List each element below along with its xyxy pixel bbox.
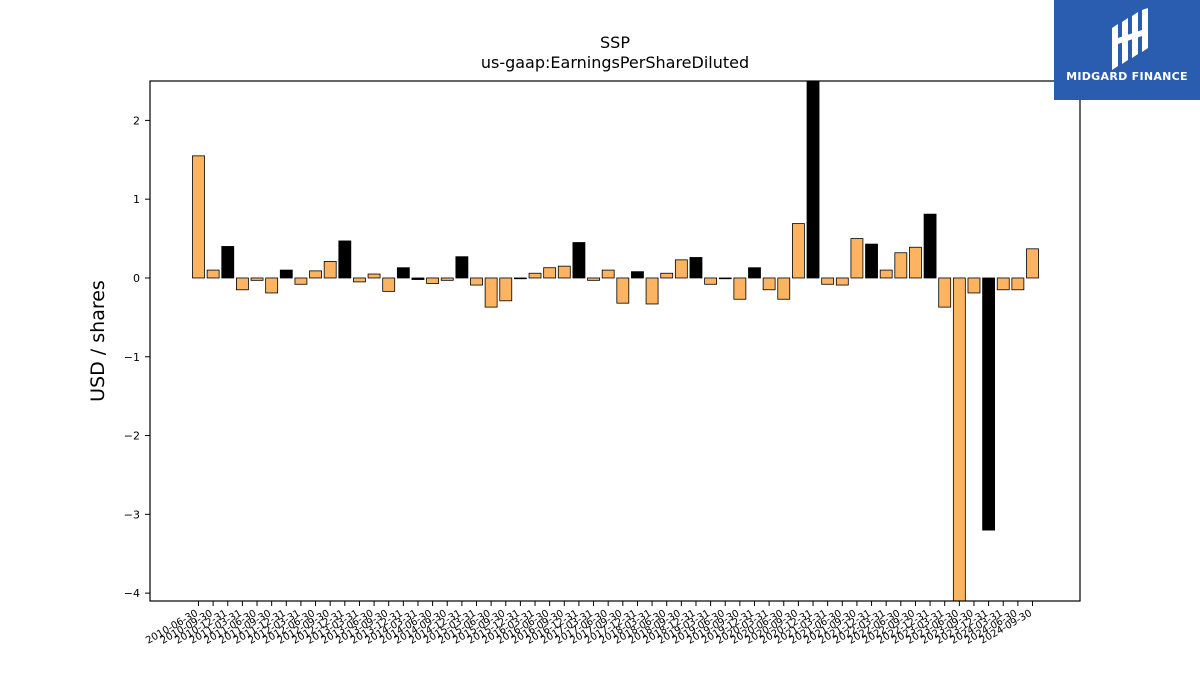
midgard-logo-icon: [1112, 8, 1148, 70]
bar: [470, 277, 483, 286]
bar: [645, 277, 659, 305]
bar: [440, 277, 454, 281]
bar: [616, 277, 630, 304]
y-tick-label: 2: [133, 114, 140, 127]
chart-subtitle: us-gaap:EarningsPerShareDiluted: [481, 53, 749, 72]
bar: [396, 267, 410, 279]
bar: [879, 269, 893, 279]
bar: [762, 277, 776, 291]
bar: [748, 267, 761, 279]
bar: [338, 240, 352, 279]
bar: [777, 277, 791, 300]
bar: [952, 277, 966, 602]
bar: [528, 272, 542, 279]
y-tick-label: −4: [124, 587, 140, 600]
bar: [265, 277, 279, 294]
bar: [967, 277, 981, 294]
y-tick-label: −3: [124, 508, 140, 521]
bar: [909, 246, 922, 279]
bar: [1011, 277, 1025, 291]
logo-brand-text: MIDGARD FINANCE: [1066, 70, 1188, 83]
bar: [499, 277, 513, 302]
chart-title: SSP: [600, 33, 630, 52]
bar: [353, 277, 366, 283]
y-tick-label: −2: [124, 430, 140, 443]
bar: [235, 277, 249, 291]
bar: [484, 277, 498, 308]
bar: [806, 80, 820, 279]
bar: [543, 267, 557, 279]
bar: [192, 155, 205, 279]
bar: [1026, 248, 1039, 279]
bar: [660, 272, 674, 279]
bar: [674, 259, 688, 279]
y-axis: 2 1 0 −1 −2 −3 −4: [124, 114, 150, 600]
bar: [426, 277, 440, 284]
bar: [631, 271, 644, 279]
bar: [894, 252, 908, 279]
y-axis-label: USD / shares: [87, 280, 109, 402]
bar: [704, 277, 718, 285]
bar: [792, 223, 805, 279]
bar: [367, 273, 381, 279]
plot-frame: [149, 80, 1081, 602]
bar: [382, 277, 396, 292]
bar: [514, 277, 527, 280]
bars-layer: [192, 80, 1039, 602]
bar: [601, 269, 615, 279]
bar: [996, 277, 1010, 291]
bar: [982, 277, 996, 531]
bar: [718, 277, 732, 280]
y-tick-label: 1: [133, 193, 140, 206]
bar: [923, 213, 937, 279]
bar: [938, 277, 952, 308]
bar: [294, 277, 308, 285]
bar: [411, 277, 425, 280]
bar: [309, 270, 322, 279]
x-axis: 2010-06-302010-09-302010-12-312011-03-31…: [144, 601, 1034, 647]
bar: [850, 238, 864, 279]
bar: [557, 265, 571, 279]
bar: [206, 269, 220, 279]
bar: [835, 277, 849, 286]
y-tick-label: −1: [124, 351, 140, 364]
bar: [455, 256, 469, 279]
company-logo: MIDGARD FINANCE: [1054, 0, 1200, 100]
bar: [279, 269, 293, 279]
bar: [865, 243, 878, 279]
y-tick-label: 0: [133, 272, 140, 285]
bar: [572, 242, 586, 279]
bar: [323, 261, 337, 279]
bar: [221, 246, 235, 279]
bar: [821, 277, 835, 285]
bar: [587, 277, 600, 281]
bar: [250, 277, 264, 281]
bar: [733, 277, 747, 300]
bar: [689, 257, 703, 279]
